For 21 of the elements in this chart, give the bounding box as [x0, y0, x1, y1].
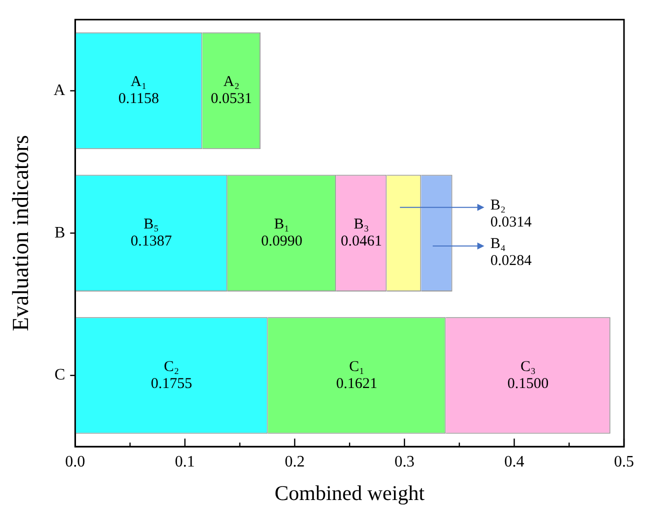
data-label: A₁ 0.1158	[118, 74, 160, 108]
x-axis-title: Combined weight	[274, 480, 425, 505]
data-label: C₁ 0.1621	[336, 358, 378, 392]
x-tick-label: 0.4	[504, 453, 524, 470]
y-axis-title: Evaluation indicators	[8, 135, 33, 332]
data-label: B₅ 0.1387	[130, 216, 172, 250]
x-tick-label: 0.2	[284, 453, 305, 470]
data-label: B₁ 0.0990	[261, 216, 302, 250]
x-tick-label: 0.0	[65, 453, 86, 470]
x-tick-label: 0.3	[394, 453, 414, 470]
data-label: B₃ 0.0461	[340, 216, 382, 250]
y-tick-label: B	[54, 224, 66, 242]
y-tick-label: C	[54, 366, 66, 384]
y-tick-label: A	[54, 82, 66, 99]
data-label: C₃ 0.1500	[507, 358, 549, 392]
data-label: A₂ 0.0531	[210, 74, 252, 108]
x-tick-label: 0.5	[614, 453, 634, 470]
data-label: C₂ 0.1755	[150, 358, 192, 392]
data-label: B₄ 0.0284	[490, 236, 532, 269]
x-tick-label: 0.1	[174, 453, 195, 470]
data-label: B₂ 0.0314	[490, 197, 532, 230]
